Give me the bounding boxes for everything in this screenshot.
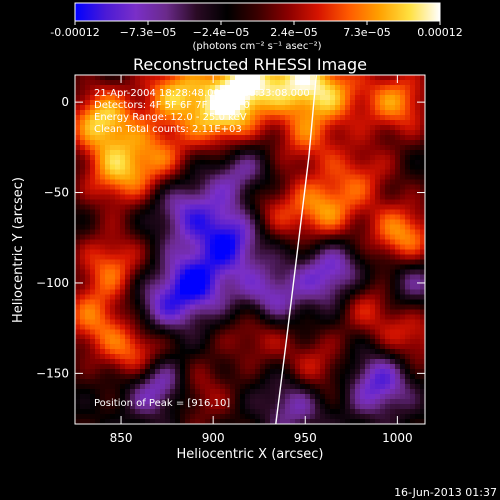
annotation-time-range: 21-Apr-2004 18:28:48.000 to 18:33:08.000 <box>94 88 310 99</box>
y-axis-ticks <box>75 101 425 374</box>
colorbar: -0.00012 −7.3e−05 −2.4e−05 2.4e−05 7.3e−… <box>50 2 463 52</box>
peak-position-label: Position of Peak = [916,10] <box>94 398 230 409</box>
y-axis-label: Heliocentric Y (arcsec) <box>11 177 26 323</box>
chart-title: Reconstructed RHESSI Image <box>133 55 367 74</box>
colorbar-tick-label-0: -0.00012 <box>50 26 99 39</box>
y-tick-label-minus100: −100 <box>36 276 69 290</box>
heatmap-plot <box>75 75 425 424</box>
x-tick-label-950: 950 <box>294 431 317 445</box>
x-tick-label-850: 850 <box>110 431 133 445</box>
colorbar-tick-label-2: −2.4e−05 <box>193 26 250 39</box>
annotation-energy-range: Energy Range: 12.0 - 25.0 keV <box>94 112 247 123</box>
heatmap-image <box>75 75 425 424</box>
colorbar-gradient <box>74 2 441 22</box>
colorbar-tick-label-5: 0.00012 <box>417 26 463 39</box>
y-tick-label-minus50: −50 <box>44 186 69 200</box>
y-tick-label-0: 0 <box>61 95 69 109</box>
colorbar-tick-label-3: 2.4e−05 <box>270 26 317 39</box>
plot-frame <box>74 74 426 425</box>
colorbar-units: (photons cm⁻² s⁻¹ asec⁻²) <box>192 41 321 52</box>
colorbar-tick-label-1: −7.3e−05 <box>120 26 177 39</box>
annotation-clean-counts: Clean Total counts: 2.11E+03 <box>94 124 242 135</box>
footer-timestamp: 16-Jun-2013 01:37 <box>394 486 497 499</box>
solar-limb-curve <box>275 75 317 424</box>
x-tick-label-1000: 1000 <box>382 431 413 445</box>
x-tick-label-900: 900 <box>202 431 225 445</box>
annotation-detectors: Detectors: 4F 5F 6F 7F 8F Att 0 <box>94 100 250 111</box>
y-tick-label-minus150: −150 <box>36 366 69 380</box>
x-axis-label: Heliocentric X (arcsec) <box>177 447 324 462</box>
colorbar-tick-label-4: 7.3e−05 <box>343 26 390 39</box>
x-axis-ticks <box>120 75 398 424</box>
